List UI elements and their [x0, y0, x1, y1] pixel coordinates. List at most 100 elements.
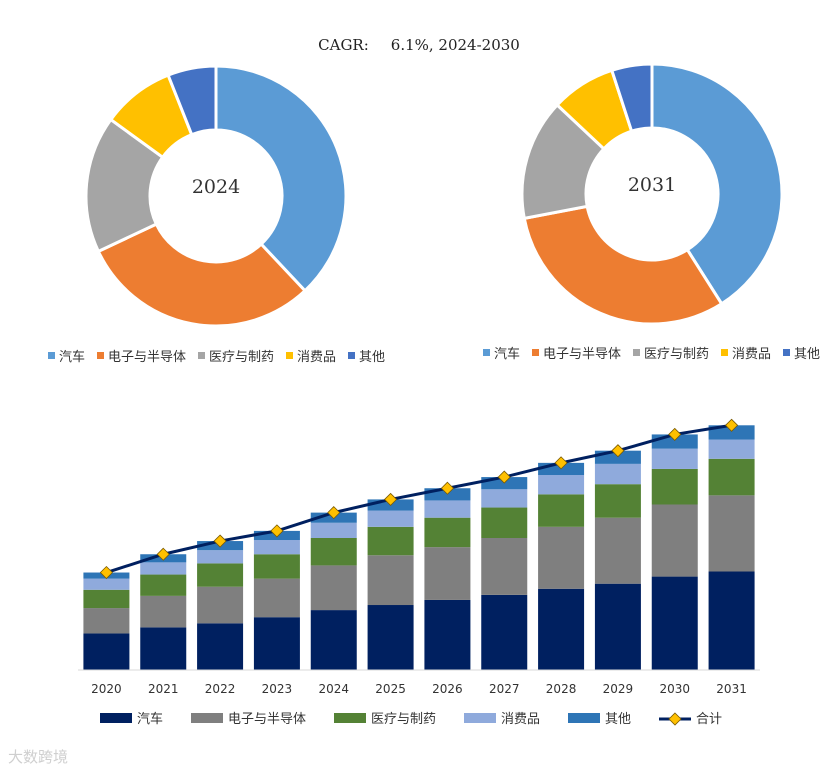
bar-legend-label-electronics: 电子与半导体 [228, 712, 306, 727]
bar-2026-consumer [424, 500, 471, 518]
bar-2021-medical [140, 574, 187, 596]
bar-2028-auto [538, 588, 585, 670]
total-marker-2029 [611, 444, 625, 458]
bar-legend-swatch-other [568, 713, 600, 723]
legend-2024-label-electronics: 电子与半导体 [108, 350, 186, 365]
x-tick-2020: 2020 [91, 682, 122, 696]
bar-legend-swatch-electronics [191, 713, 223, 723]
donut-chart-2031 [520, 62, 784, 326]
x-tick-2026: 2026 [432, 682, 463, 696]
donut-2024-center-label: 2024 [192, 176, 240, 198]
bar-2025-auto [367, 605, 414, 670]
total-marker-2022 [213, 534, 227, 548]
legend-2024-label-other: 其他 [359, 350, 385, 365]
bar-2027-auto [481, 594, 528, 670]
legend-2031-swatch-auto [483, 349, 490, 356]
bar-2026-auto [424, 599, 471, 670]
bar-2029-consumer [594, 463, 641, 485]
bar-2028-electronics [538, 526, 585, 589]
bar-2025-consumer [367, 510, 414, 527]
bar-legend-label-total: 合计 [696, 712, 722, 727]
bar-2025-medical [367, 526, 414, 556]
total-marker-2030 [668, 427, 682, 441]
donut-2024-slice-electronics [96, 222, 308, 328]
bar-2021-auto [140, 627, 187, 670]
legend-2024-label-medical: 医疗与制药 [209, 350, 274, 365]
donut-2024-slice-other [166, 64, 218, 137]
bar-2022-electronics [197, 586, 244, 624]
bar-2022-auto [197, 623, 244, 670]
x-tick-2028: 2028 [546, 682, 577, 696]
bar-2026-medical [424, 517, 471, 548]
legend-2024-label-auto: 汽车 [59, 349, 85, 365]
bar-2031-medical [708, 458, 755, 496]
legend-2031-swatch-medical [633, 349, 640, 356]
bar-legend-label-medical: 医疗与制药 [371, 712, 436, 727]
bar-legend-swatch-auto [100, 713, 132, 723]
total-marker-2020 [99, 565, 113, 580]
legend-2024-swatch-other [348, 352, 355, 359]
bar-2020-auto [83, 633, 130, 670]
bar-2023-consumer [253, 540, 300, 555]
legend-2024-swatch-auto [48, 352, 55, 359]
bar-2021-consumer [140, 562, 187, 575]
cagr-title: CAGR: [318, 36, 369, 54]
x-tick-2024: 2024 [318, 682, 349, 696]
bar-2020-electronics [83, 608, 130, 634]
total-marker-2024 [327, 506, 341, 520]
stacked-bar-chart: 2020 2021 2022 2023 2024 2025 2026 2027 2028 2029… [78, 418, 760, 696]
bar-2031-electronics [708, 495, 755, 572]
bar-2026-electronics [424, 547, 471, 600]
bar-2020-medical [83, 589, 130, 609]
bar-legend-swatch-medical [334, 713, 366, 723]
bar-2031-auto [708, 571, 755, 670]
bar-2023-medical [253, 554, 300, 579]
bar-2024-auto [310, 610, 357, 670]
donut-2031-slice-electronics [522, 204, 724, 326]
x-tick-2029: 2029 [603, 682, 634, 696]
bar-2024-electronics [310, 565, 357, 611]
bar-2024-consumer [310, 522, 357, 538]
donut-2031-slice-auto [650, 62, 784, 306]
legend-2024-swatch-consumer [286, 352, 293, 359]
bar-2023-auto [253, 617, 300, 670]
bar-2021-electronics [140, 595, 187, 628]
donut-chart-2024 [84, 64, 348, 328]
x-tick-2025: 2025 [375, 682, 406, 696]
legend-2031-label-electronics: 电子与半导体 [543, 347, 621, 362]
bar-2029-medical [594, 484, 641, 518]
bar-2030-medical [651, 468, 698, 505]
total-marker-2026 [440, 481, 454, 495]
total-marker-2023 [270, 524, 284, 538]
bar-chart-legend: 汽车 电子与半导体 医疗与制药 消费品 其他 合计 [100, 711, 722, 727]
bar-2029-auto [594, 583, 641, 670]
bar-2025-electronics [367, 555, 414, 606]
donut-2024-legend: 汽车 电子与半导体 医疗与制药 消费品 其他 [48, 349, 385, 365]
bar-legend-label-consumer: 消费品 [501, 712, 540, 727]
legend-2031-swatch-electronics [532, 349, 539, 356]
total-marker-2025 [384, 492, 398, 506]
x-tick-2027: 2027 [489, 682, 520, 696]
legend-2031-label-other: 其他 [794, 347, 820, 362]
bar-2031-other [708, 425, 755, 440]
total-line [105, 423, 732, 574]
bar-2022-consumer [197, 550, 244, 564]
bar-2031-consumer [708, 439, 755, 459]
legend-2024-swatch-medical [198, 352, 205, 359]
donut-2031-slice-other [609, 62, 654, 134]
cagr-value: 6.1%, 2024-2030 [390, 36, 520, 54]
bar-legend-swatch-total-marker [668, 712, 682, 726]
bar-legend-swatch-consumer [464, 713, 496, 723]
x-tick-2021: 2021 [148, 682, 179, 696]
legend-2031-label-medical: 医疗与制药 [644, 347, 709, 362]
donut-2031-center-label: 2031 [628, 174, 676, 196]
x-tick-2022: 2022 [205, 682, 236, 696]
bar-2030-auto [651, 576, 698, 670]
bar-2023-electronics [253, 578, 300, 618]
donut-2031-legend: 汽车 电子与半导体 医疗与制药 消费品 其他 [483, 346, 820, 362]
x-tick-2031: 2031 [716, 682, 747, 696]
bar-2030-consumer [651, 448, 698, 469]
legend-2024-label-consumer: 消费品 [297, 350, 336, 365]
x-tick-2023: 2023 [262, 682, 293, 696]
